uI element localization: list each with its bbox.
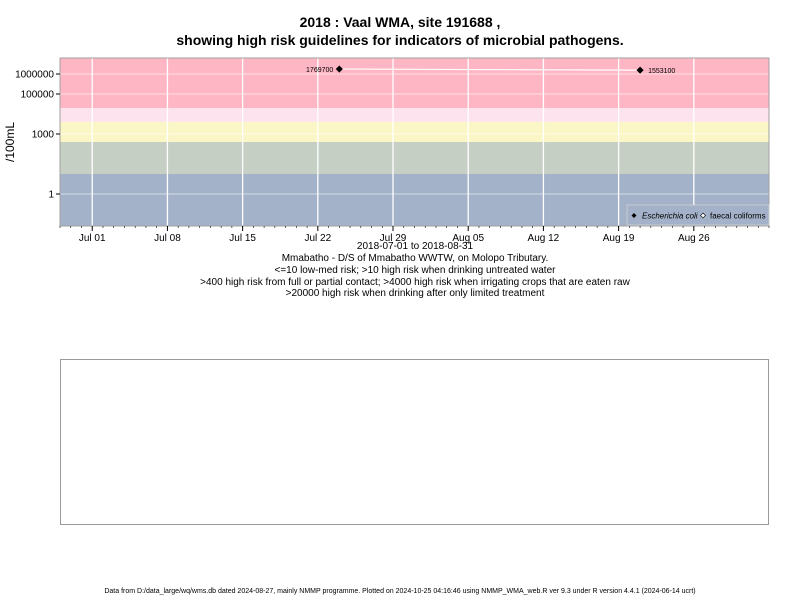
footer-note: Data from D:/data_large/wq/wms.db dated … bbox=[104, 588, 696, 595]
y-axis-label: /100mL bbox=[3, 122, 17, 162]
data-label: 1553100 bbox=[648, 68, 675, 75]
caption-guideline-treatment: >20000 high risk when drinking after onl… bbox=[285, 288, 545, 299]
risk-band-1 bbox=[60, 141, 769, 174]
x-tick-label: Aug 26 bbox=[678, 233, 710, 244]
data-point bbox=[636, 66, 644, 74]
series-line-0 bbox=[339, 68, 641, 71]
x-tick-label: Jul 22 bbox=[304, 233, 331, 244]
y-tick-label: 100000 bbox=[21, 90, 55, 101]
risk-band-2 bbox=[60, 121, 769, 142]
data-point bbox=[335, 65, 343, 73]
legend-label-faecal-coliforms: faecal coliforms bbox=[710, 212, 766, 221]
risk-band-4 bbox=[60, 58, 769, 108]
caption-guideline-contact: >400 high risk from full or partial cont… bbox=[200, 277, 630, 288]
y-tick-label: 1 bbox=[48, 190, 54, 201]
chart-title-line1: 2018 : Vaal WMA, site 191688 , bbox=[299, 14, 501, 30]
x-tick-label: Aug 12 bbox=[528, 233, 560, 244]
x-tick-label: Jul 08 bbox=[154, 233, 181, 244]
x-tick-label: Aug 19 bbox=[603, 233, 635, 244]
x-tick-label: Aug 05 bbox=[452, 233, 484, 244]
caption-guideline-drinking: <=10 low-med risk; >10 high risk when dr… bbox=[274, 265, 556, 276]
legend-marker-escherichia-coli bbox=[631, 213, 637, 218]
risk-band-3 bbox=[60, 107, 769, 122]
empty-panel bbox=[60, 359, 769, 525]
x-tick-label: Jul 01 bbox=[79, 233, 106, 244]
y-tick-label: 1000 bbox=[32, 130, 55, 141]
legend-box bbox=[626, 204, 770, 226]
caption-date-range: 2018-07-01 to 2018-08-31 bbox=[356, 241, 474, 252]
data-label: 1769700 bbox=[306, 67, 333, 74]
y-tick-label: 1000000 bbox=[15, 70, 54, 81]
chart-title-line2: showing high risk guidelines for indicat… bbox=[176, 32, 624, 48]
x-tick-label: Jul 29 bbox=[380, 233, 407, 244]
legend-marker-faecal-coliforms bbox=[700, 212, 706, 219]
x-tick-label: Jul 15 bbox=[229, 233, 256, 244]
legend-label-escherichia-coli: Escherichia coli bbox=[642, 212, 698, 221]
caption-site: Mmabatho - D/S of Mmabatho WWTW, on Molo… bbox=[281, 253, 549, 264]
